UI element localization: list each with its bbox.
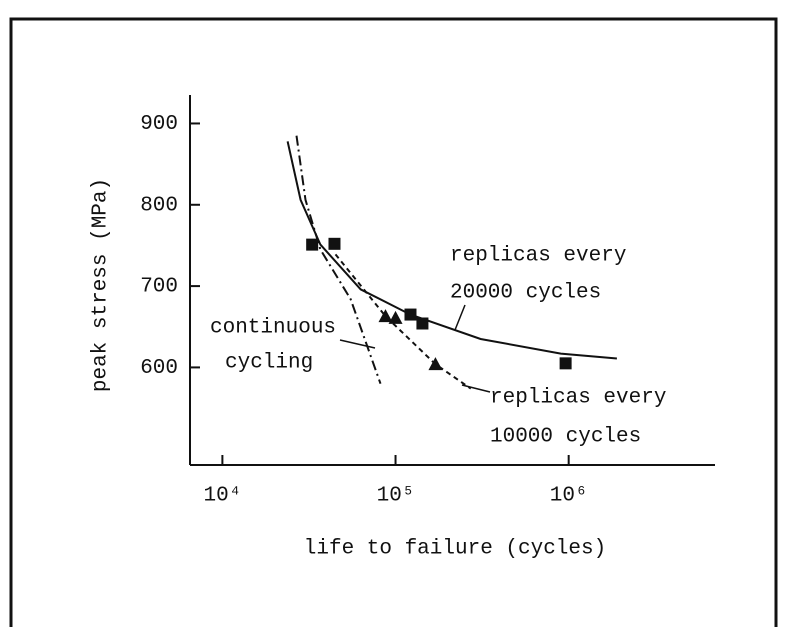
y-tick-label: 700 [140,276,178,299]
annotation: replicas every [490,387,666,410]
y-tick-label: 800 [140,194,178,217]
curve [286,141,617,360]
pointer [339,339,376,349]
curve [334,253,472,390]
annotation: 20000 cycles [450,282,601,305]
annotation: 10000 cycles [490,426,641,449]
pointer [454,304,466,331]
square-marker [559,357,572,370]
x-axis-label: life to failure (cycles) [304,538,606,561]
curve [295,135,382,385]
x-tick-label: 10⁵ [377,485,415,508]
annotation: cycling [225,352,313,375]
pointer [461,384,491,393]
annotation: continuous [210,317,336,340]
x-tick-label: 10⁶ [550,485,588,508]
frame [9,17,778,627]
triangle-marker [388,310,403,324]
y-tick-label: 600 [140,357,178,380]
x-tick-label: 10⁴ [203,485,241,508]
square-marker [328,237,341,250]
y-axis-label: peak stress (MPa) [90,178,113,392]
square-marker [306,238,319,251]
annotation: replicas every [450,245,626,268]
y-tick-label: 900 [140,113,178,136]
